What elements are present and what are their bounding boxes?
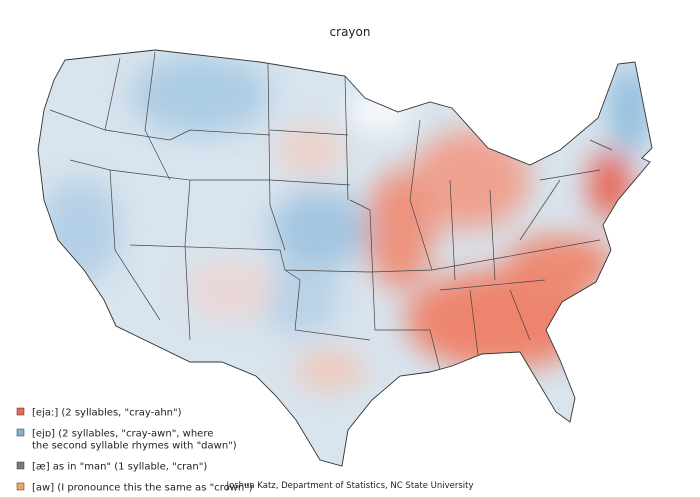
legend-swatch	[16, 428, 25, 437]
credit: Joshua Katz, Department of Statistics, N…	[225, 481, 473, 491]
legend-swatch	[16, 407, 25, 416]
legend-label: [aw] (I pronounce this the same as "crow…	[32, 483, 253, 494]
legend-label: [æ] as in "man" (1 syllable, "cran")	[32, 462, 207, 473]
legend: [eja:] (2 syllables, "cray-ahn") [ejɒ] (2…	[16, 407, 253, 494]
legend-swatch	[16, 482, 25, 491]
legend-label: the second syllable rhymes with "dawn")	[32, 441, 237, 452]
legend-label: [ejɒ] (2 syllables, "cray-awn", where	[32, 429, 213, 440]
legend-label: [eja:] (2 syllables, "cray-ahn")	[32, 408, 182, 419]
map-title: crayon	[330, 25, 371, 39]
legend-swatch	[16, 461, 25, 470]
